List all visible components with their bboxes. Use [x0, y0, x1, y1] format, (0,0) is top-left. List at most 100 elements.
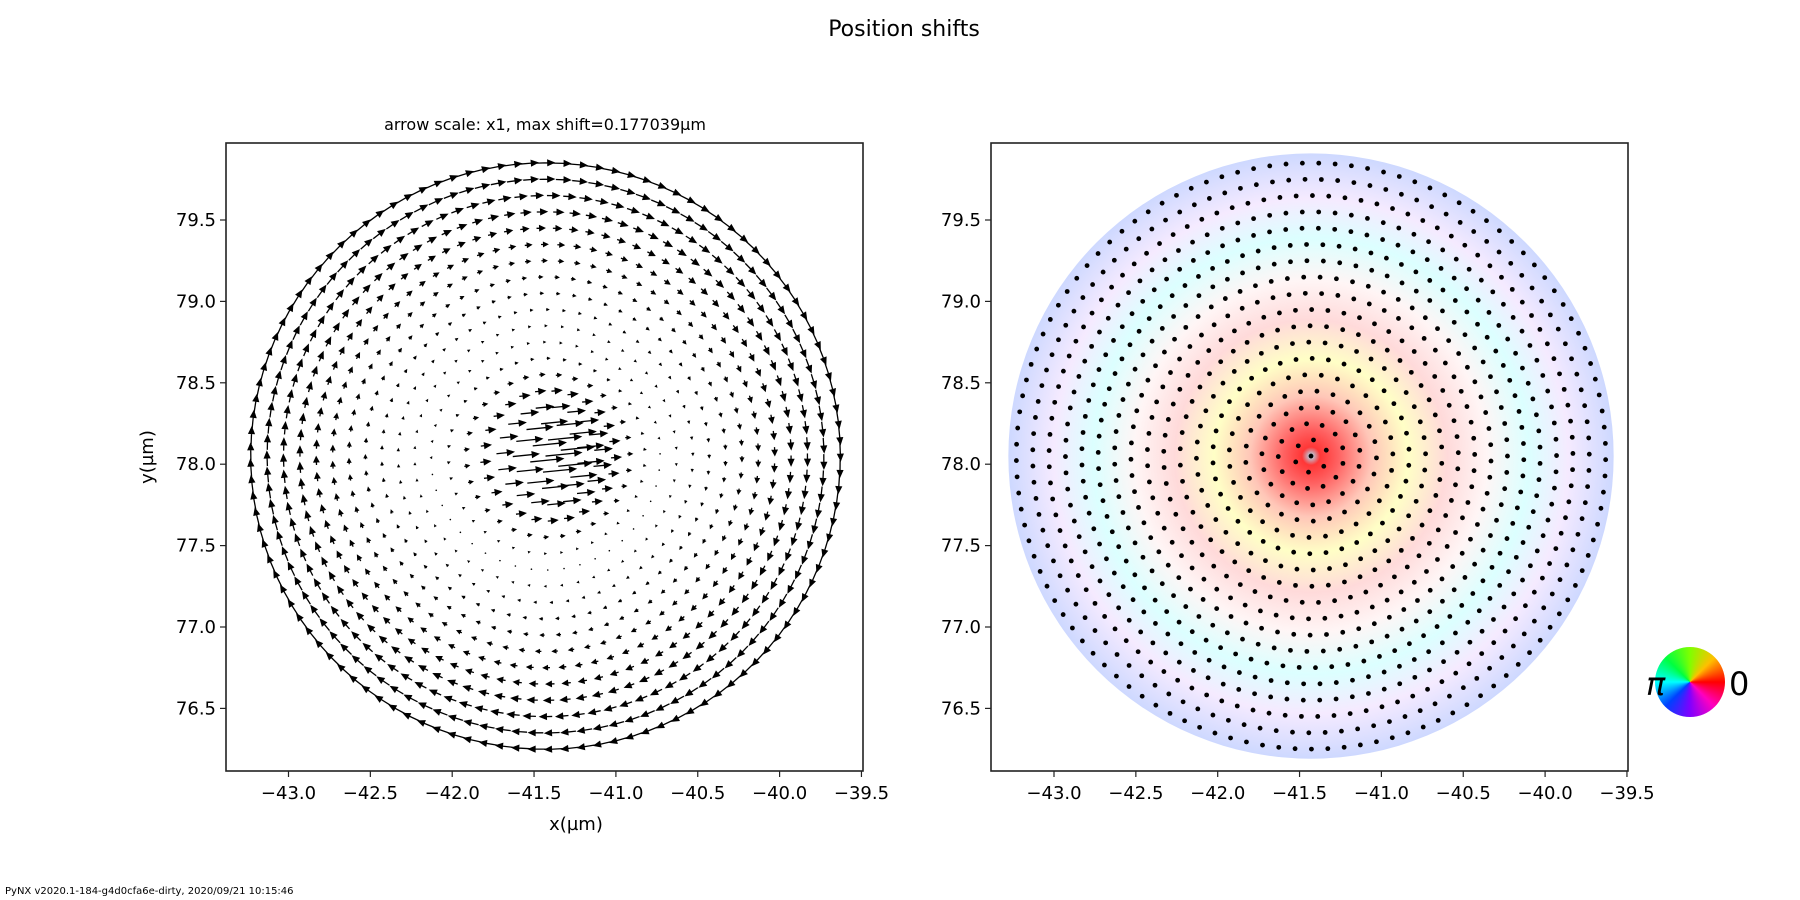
shift-arrow — [526, 532, 533, 538]
shift-arrow — [249, 409, 257, 429]
shift-arrow — [602, 284, 608, 289]
shift-arrow — [497, 540, 501, 543]
shift-arrow — [396, 447, 400, 452]
shift-arrow — [334, 493, 340, 501]
scan-point — [1333, 680, 1339, 685]
shift-arrow — [787, 455, 795, 467]
scan-point — [1222, 296, 1228, 301]
shift-arrow — [601, 215, 614, 223]
shift-arrow — [526, 342, 531, 346]
shift-arrow — [610, 454, 623, 462]
shift-arrow — [508, 244, 517, 251]
scan-point — [1452, 298, 1458, 303]
scan-point — [1320, 483, 1326, 489]
scan-point — [1134, 408, 1140, 414]
scan-point — [1374, 201, 1380, 207]
scan-point — [1450, 564, 1456, 569]
scan-point — [1257, 725, 1263, 731]
shift-arrow — [700, 366, 705, 372]
shift-arrow — [739, 456, 745, 463]
scan-point — [1152, 597, 1158, 603]
scan-point — [1592, 376, 1598, 382]
shift-arrow — [638, 675, 650, 683]
shift-arrow — [616, 237, 627, 244]
shift-arrow — [590, 658, 599, 665]
shift-arrow — [653, 668, 665, 676]
axes-frame — [225, 142, 864, 772]
scan-point — [1326, 499, 1331, 505]
scan-point — [1128, 456, 1134, 462]
scan-point — [1401, 607, 1407, 612]
scan-point — [1490, 289, 1496, 295]
scan-point — [1149, 568, 1155, 574]
scan-point — [1177, 462, 1183, 468]
scan-point — [1366, 511, 1372, 516]
shift-arrow — [649, 688, 663, 696]
shift-arrow — [567, 646, 575, 653]
scan-point — [1521, 631, 1527, 637]
shift-arrow — [442, 371, 447, 375]
shift-arrow — [274, 370, 282, 386]
scan-point — [1018, 506, 1024, 512]
shift-arrow — [682, 631, 691, 639]
shift-arrow — [633, 608, 639, 613]
shift-arrow — [589, 430, 609, 438]
shift-arrow — [814, 389, 822, 406]
shift-arrow — [722, 477, 727, 483]
shift-arrow — [695, 576, 701, 583]
shift-arrow — [694, 391, 698, 396]
shift-arrow — [395, 382, 400, 388]
shift-arrow — [261, 538, 270, 557]
shift-arrow — [355, 319, 363, 328]
scan-point — [1177, 386, 1183, 392]
scan-point — [1162, 432, 1168, 438]
scan-point — [1153, 702, 1159, 708]
shift-arrow — [575, 693, 587, 701]
shift-arrow — [435, 576, 440, 581]
shift-arrow — [639, 391, 644, 395]
scan-point — [1457, 220, 1463, 225]
shift-arrow — [520, 159, 540, 167]
shift-arrow — [435, 656, 444, 663]
scan-point — [1558, 530, 1564, 536]
shift-arrow — [735, 276, 746, 288]
shift-arrow — [471, 542, 473, 545]
shift-arrow — [447, 461, 451, 465]
shift-arrow — [783, 406, 791, 419]
scan-point — [1351, 180, 1357, 186]
scan-point — [1374, 739, 1379, 745]
shift-arrow — [490, 179, 507, 187]
scan-point — [1228, 735, 1233, 741]
x-tick-label: −42.0 — [1190, 783, 1245, 804]
scan-point — [1191, 668, 1196, 673]
scan-point — [1371, 723, 1377, 729]
shift-arrow — [694, 221, 709, 231]
scan-point — [1415, 598, 1420, 603]
scan-point — [1380, 520, 1385, 526]
shift-arrow — [740, 338, 748, 348]
scan-point — [1251, 233, 1256, 238]
scan-point — [1496, 228, 1502, 234]
shift-arrow — [672, 578, 678, 583]
shift-arrow — [688, 532, 692, 537]
shift-arrow — [593, 673, 604, 681]
shift-arrow — [299, 311, 308, 326]
scan-point — [1267, 163, 1273, 169]
scan-point — [1570, 451, 1576, 456]
shift-arrow — [569, 209, 581, 217]
shift-arrow — [699, 406, 704, 411]
shift-arrow — [539, 372, 546, 378]
shift-arrow — [738, 472, 744, 479]
scan-point — [1218, 337, 1224, 343]
scan-point — [1320, 242, 1326, 248]
scan-point — [1223, 529, 1229, 535]
scan-point — [1304, 648, 1310, 654]
shift-arrow — [588, 180, 605, 188]
scan-point — [1340, 327, 1346, 333]
scan-point — [1453, 670, 1459, 676]
shift-arrow — [536, 224, 546, 232]
shift-arrow — [767, 495, 775, 505]
scan-point — [1214, 586, 1220, 592]
shift-arrow — [312, 455, 320, 466]
scan-point — [1310, 193, 1315, 198]
